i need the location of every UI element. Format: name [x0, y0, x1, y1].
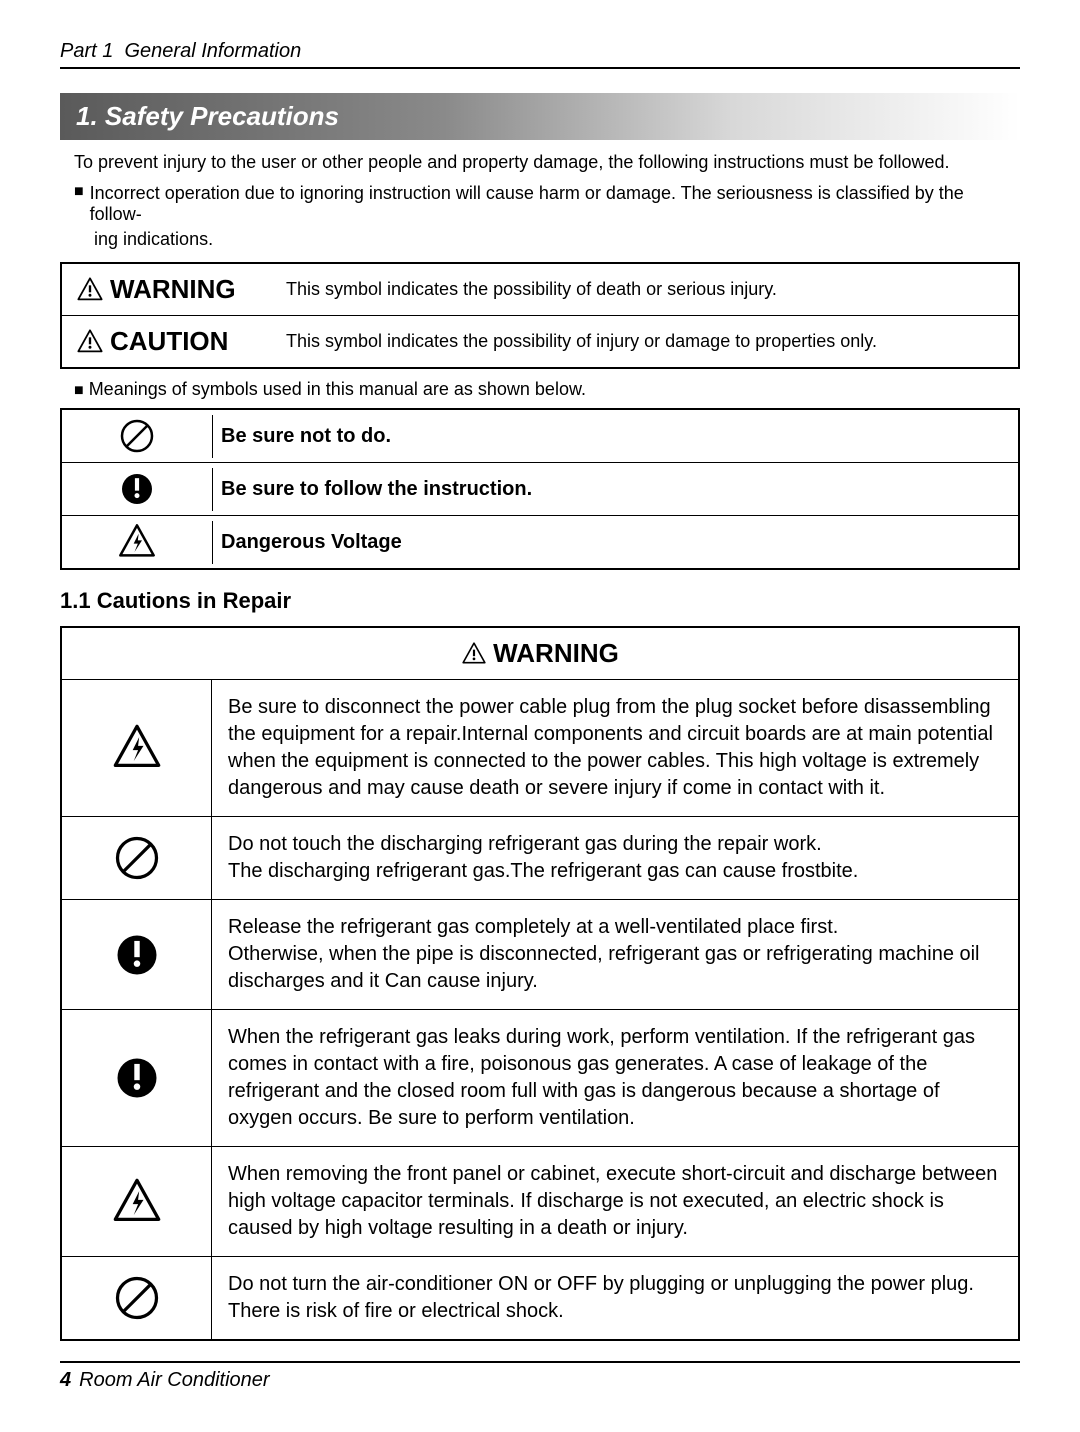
caution-label-text: CAUTION: [110, 326, 228, 357]
table-row: When removing the front panel or cabinet…: [62, 1146, 1018, 1256]
footer-title: Room Air Conditioner: [79, 1369, 269, 1391]
voltage-icon: [111, 722, 163, 774]
square-bullet-icon: ■: [74, 382, 84, 399]
page-number: 4: [60, 1369, 71, 1391]
table-row: Do not turn the air-conditioner ON or OF…: [62, 1256, 1018, 1339]
section-number: 1.: [76, 101, 98, 131]
prohibit-icon: [111, 1272, 163, 1324]
warning-triangle-icon: [461, 641, 487, 667]
warning-table-head: WARNING: [62, 628, 1018, 680]
table-row: Be sure to follow the instruction.: [62, 462, 1018, 515]
warning-text-4: When the refrigerant gas leaks during wo…: [212, 1010, 1018, 1146]
prohibit-icon: [111, 832, 163, 884]
voltage-icon: [117, 522, 157, 562]
warning-triangle-icon: [76, 276, 104, 304]
intro-text: To prevent injury to the user or other p…: [74, 152, 1020, 173]
page-footer: 4 Room Air Conditioner: [60, 1361, 1020, 1392]
table-row: Be sure not to do.: [62, 410, 1018, 462]
cautions-warning-table: WARNING Be sure to disconnect the power …: [60, 626, 1020, 1341]
page-header: Part 1 General Information: [60, 40, 1020, 69]
warning-text-2: Do not touch the discharging refrigerant…: [212, 817, 1018, 899]
symbol-meaning-table: Be sure not to do. Be sure to follow the…: [60, 408, 1020, 570]
warning-row: WARNING This symbol indicates the possib…: [62, 264, 1018, 315]
table-row: Be sure to disconnect the power cable pl…: [62, 680, 1018, 816]
warning-text-3: Release the refrigerant gas completely a…: [212, 900, 1018, 1009]
warning-caution-box: WARNING This symbol indicates the possib…: [60, 262, 1020, 369]
follow-icon: [117, 469, 157, 509]
header-title: General Information: [124, 40, 301, 62]
symbol-desc-follow: Be sure to follow the instruction.: [212, 468, 1018, 511]
table-row: Do not touch the discharging refrigerant…: [62, 816, 1018, 899]
follow-icon: [111, 929, 163, 981]
symbol-desc-voltage: Dangerous Voltage: [212, 521, 1018, 564]
bullet1-line2: ing indications.: [94, 229, 1020, 250]
follow-icon: [111, 1052, 163, 1104]
warning-head-text: WARNING: [493, 638, 619, 669]
table-row: When the refrigerant gas leaks during wo…: [62, 1009, 1018, 1146]
subsection-heading: 1.1 Cautions in Repair: [60, 588, 1020, 614]
symbol-desc-prohibit: Be sure not to do.: [212, 415, 1018, 458]
table-row: Dangerous Voltage: [62, 515, 1018, 568]
caution-desc: This symbol indicates the possibility of…: [286, 331, 877, 352]
section-banner: 1. Safety Precautions: [60, 93, 1020, 140]
warning-text-6: Do not turn the air-conditioner ON or OF…: [212, 1257, 1018, 1339]
meanings-intro: ■ Meanings of symbols used in this manua…: [74, 379, 1020, 400]
caution-label: CAUTION: [76, 326, 286, 357]
warning-label: WARNING: [76, 274, 286, 305]
meanings-text: Meanings of symbols used in this manual …: [89, 379, 586, 399]
section-title: Safety Precautions: [105, 101, 339, 131]
table-row: Release the refrigerant gas completely a…: [62, 899, 1018, 1009]
warning-desc: This symbol indicates the possibility of…: [286, 279, 777, 300]
prohibit-icon: [117, 416, 157, 456]
header-part: Part 1: [60, 40, 113, 62]
voltage-icon: [111, 1176, 163, 1228]
bullet-incorrect-op: ■ Incorrect operation due to ignoring in…: [74, 183, 1020, 225]
caution-triangle-icon: [76, 328, 104, 356]
caution-row: CAUTION This symbol indicates the possib…: [62, 315, 1018, 367]
warning-text-1: Be sure to disconnect the power cable pl…: [212, 680, 1018, 816]
square-bullet-icon: ■: [74, 183, 84, 225]
warning-text-5: When removing the front panel or cabinet…: [212, 1147, 1018, 1256]
bullet1-line1: Incorrect operation due to ignoring inst…: [90, 183, 1020, 225]
warning-label-text: WARNING: [110, 274, 236, 305]
